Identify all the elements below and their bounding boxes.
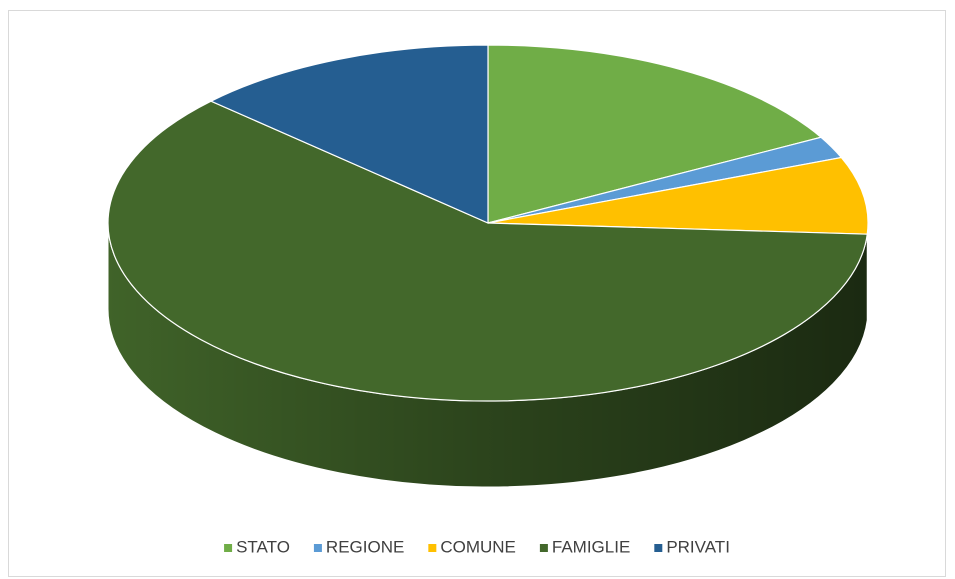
legend-marker xyxy=(539,544,548,552)
legend-label: PRIVATI xyxy=(666,537,730,556)
legend-marker xyxy=(224,544,233,552)
legend-marker xyxy=(428,544,437,552)
legend-label: REGIONE xyxy=(326,537,404,556)
pie-slice xyxy=(107,100,868,402)
pie-slice xyxy=(487,156,869,235)
legend-marker xyxy=(654,544,663,552)
legend-marker xyxy=(313,544,322,552)
pie-slice xyxy=(487,44,823,224)
pie-slice xyxy=(209,44,489,224)
legend-label: STATO xyxy=(236,537,290,556)
legend-label: FAMIGLIE xyxy=(552,537,630,556)
legend-label: COMUNE xyxy=(440,537,516,556)
